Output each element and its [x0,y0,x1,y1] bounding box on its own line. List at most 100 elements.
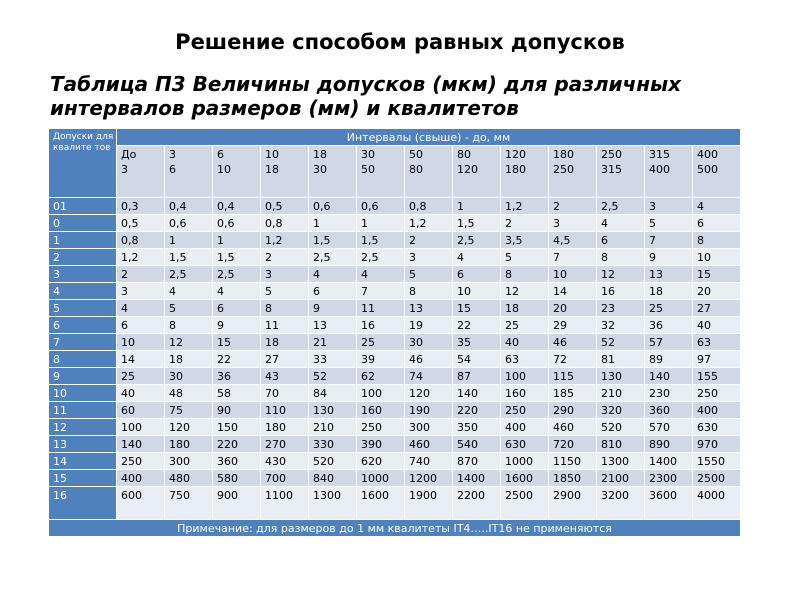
value-cell: 5 [164,299,213,317]
value-cell: 8 [596,248,645,266]
value-cell: 3 [548,214,597,232]
value-cell: 0,8 [404,197,453,215]
value-cell: 12 [500,282,549,300]
value-cell: 160 [500,384,549,402]
table-row: 15 400 480 580 700 840 1000 1200 1400 1600 1850 210… [48,469,742,487]
interval-header-cell: 10 18 [260,145,309,198]
interval-header-cell: 6 10 [212,145,261,198]
value-cell: 10 [452,282,501,300]
value-cell: 30 [164,367,213,385]
value-cell: 2,5 [164,265,213,283]
value-cell: 1 [164,231,213,249]
value-cell: 1300 [308,486,357,520]
value-cell: 14 [116,350,165,368]
value-cell: 320 [596,401,645,419]
value-cell: 32 [596,316,645,334]
value-cell: 0,8 [260,214,309,232]
value-cell: 25 [116,367,165,385]
value-cell: 180 [260,418,309,436]
value-cell: 9 [212,316,261,334]
value-cell: 27 [691,299,742,317]
value-cell: 5 [644,214,693,232]
interval-to: 180 [505,163,526,176]
value-cell: 1000 [500,452,549,470]
value-cell: 750 [164,486,213,520]
table-row: 9 25 30 36 43 52 62 74 87 100 115 130 140 155 [48,367,742,385]
value-cell: 110 [260,401,309,419]
value-cell: 1,5 [308,231,357,249]
value-cell: 180 [164,435,213,453]
value-cell: 6 [596,231,645,249]
value-cell: 600 [116,486,165,520]
value-cell: 1600 [500,469,549,487]
grade-cell: 2 [48,248,117,266]
value-cell: 52 [596,333,645,351]
value-cell: 6 [116,316,165,334]
value-cell: 25 [500,316,549,334]
value-cell: 2100 [596,469,645,487]
value-cell: 3200 [596,486,645,520]
value-cell: 100 [500,367,549,385]
interval-from: 250 [601,148,622,161]
value-cell: 18 [644,282,693,300]
value-cell: 720 [548,435,597,453]
value-cell: 1 [356,214,405,232]
value-cell: 2 [548,197,597,215]
value-cell: 300 [164,452,213,470]
value-cell: 9 [308,299,357,317]
table-row: 12 100 120 150 180 210 250 300 350 400 460 520 570 63… [48,418,742,436]
value-cell: 150 [212,418,261,436]
value-cell: 90 [212,401,261,419]
value-cell: 210 [596,384,645,402]
value-cell: 3,5 [500,231,549,249]
value-cell: 480 [164,469,213,487]
value-cell: 12 [164,333,213,351]
value-cell: 1400 [644,452,693,470]
value-cell: 1,2 [404,214,453,232]
grade-cell: 5 [48,299,117,317]
value-cell: 87 [452,367,501,385]
value-cell: 84 [308,384,357,402]
value-cell: 15 [212,333,261,351]
value-cell: 10 [691,248,742,266]
interval-to: 50 [361,163,375,176]
value-cell: 250 [691,384,742,402]
table-title-line-1: Таблица П3 Величины допусков (мкм) для р… [50,72,682,96]
value-cell: 2300 [644,469,693,487]
value-cell: 840 [308,469,357,487]
interval-from: 18 [313,148,327,161]
value-cell: 39 [356,350,405,368]
table-row: 10 40 48 58 70 84 100 120 140 160 185 210 230 250 [48,384,742,402]
value-cell: 81 [596,350,645,368]
value-cell: 15 [452,299,501,317]
interval-header-cell: 180 250 [548,145,597,198]
grade-cell: 4 [48,282,117,300]
value-cell: 1900 [404,486,453,520]
value-cell: 46 [404,350,453,368]
value-cell: 0,8 [116,231,165,249]
value-cell: 3600 [644,486,693,520]
value-cell: 1400 [452,469,501,487]
table-title: Таблица П3 Величины допусков (мкм) для р… [50,72,750,120]
value-cell: 350 [452,418,501,436]
value-cell: 11 [260,316,309,334]
value-cell: 700 [260,469,309,487]
value-cell: 6 [308,282,357,300]
interval-header-row: До 3 3 6 6 10 10 18 18 30 30 50 50 80 80 120 120 180 180 25… [49,145,742,198]
interval-header-cell: 30 50 [356,145,405,198]
interval-from: До [121,148,137,161]
interval-header-cell: 50 80 [404,145,453,198]
value-cell: 3 [116,282,165,300]
value-cell: 2200 [452,486,501,520]
value-cell: 630 [500,435,549,453]
interval-header-cell: 120 180 [500,145,549,198]
value-cell: 4 [691,197,742,215]
value-cell: 2900 [548,486,597,520]
value-cell: 72 [548,350,597,368]
interval-from: 80 [457,148,471,161]
value-cell: 120 [404,384,453,402]
value-cell: 870 [452,452,501,470]
table-row: 16 600 750 900 1100 1300 1600 1900 2200 2500 2900 3… [48,486,742,520]
value-cell: 400 [116,469,165,487]
intervals-header: Интервалы (свыше) - до, мм [115,128,742,146]
